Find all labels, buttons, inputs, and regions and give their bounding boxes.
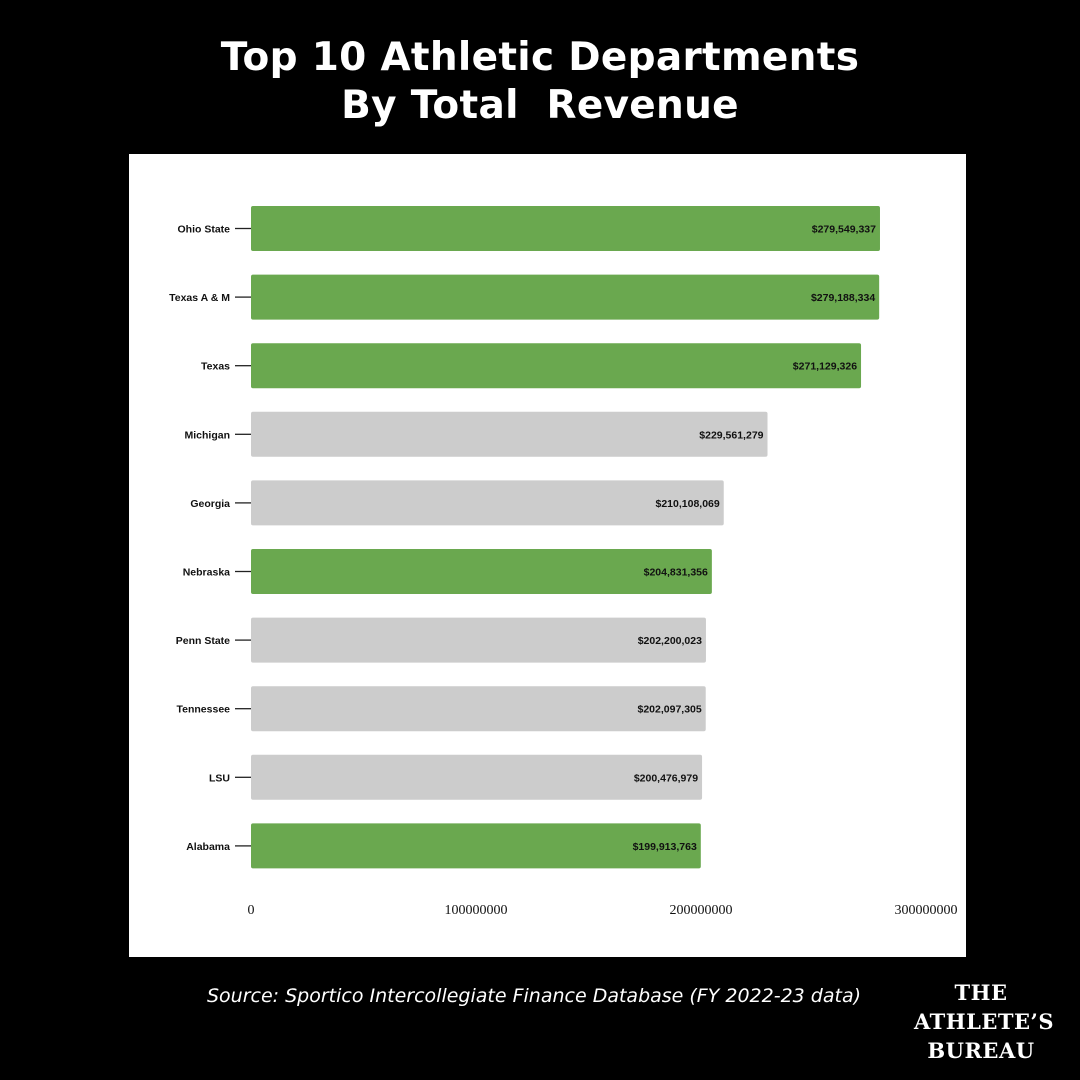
data-label: $200,476,979 bbox=[634, 772, 698, 784]
x-tick-label: 200000000 bbox=[670, 903, 733, 918]
y-tick-label: Michigan bbox=[184, 429, 230, 441]
y-tick-label: Alabama bbox=[186, 841, 230, 853]
bar bbox=[251, 480, 724, 526]
y-tick-label: Georgia bbox=[190, 498, 230, 510]
data-label: $279,188,334 bbox=[811, 292, 875, 304]
chart-title-line-1: Top 10 Athletic Departments bbox=[220, 35, 860, 80]
data-label: $202,097,305 bbox=[637, 704, 701, 716]
chart-title: Top 10 Athletic Departments By Total Rev… bbox=[0, 34, 1080, 130]
y-tick-label: Tennessee bbox=[177, 704, 231, 716]
bar bbox=[251, 274, 880, 320]
bar bbox=[251, 754, 703, 800]
y-tick-label: Nebraska bbox=[183, 567, 230, 579]
bar bbox=[251, 411, 768, 457]
y-tick-label: Texas bbox=[201, 361, 230, 373]
data-label: $210,108,069 bbox=[656, 498, 720, 510]
data-label: $199,913,763 bbox=[633, 841, 697, 853]
x-tick-label: 300000000 bbox=[895, 903, 958, 918]
data-label: $279,549,337 bbox=[812, 224, 876, 236]
bar bbox=[251, 823, 701, 869]
x-tick-label: 0 bbox=[248, 903, 255, 918]
brand-line-2: ATHLETE’S bbox=[914, 1009, 1054, 1034]
y-tick-label: Ohio State bbox=[177, 224, 230, 236]
bar-chart: Ohio State $279,549,337 Texas A & M $279,18… bbox=[169, 206, 958, 918]
brand-line-3: BUREAU bbox=[927, 1038, 1035, 1063]
data-label: $202,200,023 bbox=[638, 635, 702, 647]
bar bbox=[251, 549, 712, 594]
data-label: $204,831,356 bbox=[644, 567, 708, 579]
data-label: $229,561,279 bbox=[699, 429, 763, 441]
chart-title-line-2: By Total Revenue bbox=[341, 83, 739, 128]
source-note: Source: Sportico Intercollegiate Finance… bbox=[207, 985, 862, 1007]
chart-panel: Ohio State $279,549,337 Texas A & M $279,18… bbox=[129, 154, 966, 957]
data-label: $271,129,326 bbox=[793, 361, 857, 373]
y-tick-label: Penn State bbox=[176, 635, 230, 647]
y-tick-label: Texas A & M bbox=[169, 292, 230, 304]
y-tick-label: LSU bbox=[209, 772, 230, 784]
bar bbox=[251, 686, 706, 732]
x-tick-label: 100000000 bbox=[445, 903, 508, 918]
bar bbox=[251, 343, 862, 389]
bar bbox=[251, 206, 880, 251]
bar bbox=[251, 617, 706, 663]
brand-logo: THE ATHLETE’S BUREAU bbox=[914, 978, 1054, 1065]
brand-line-1: THE bbox=[954, 980, 1008, 1005]
